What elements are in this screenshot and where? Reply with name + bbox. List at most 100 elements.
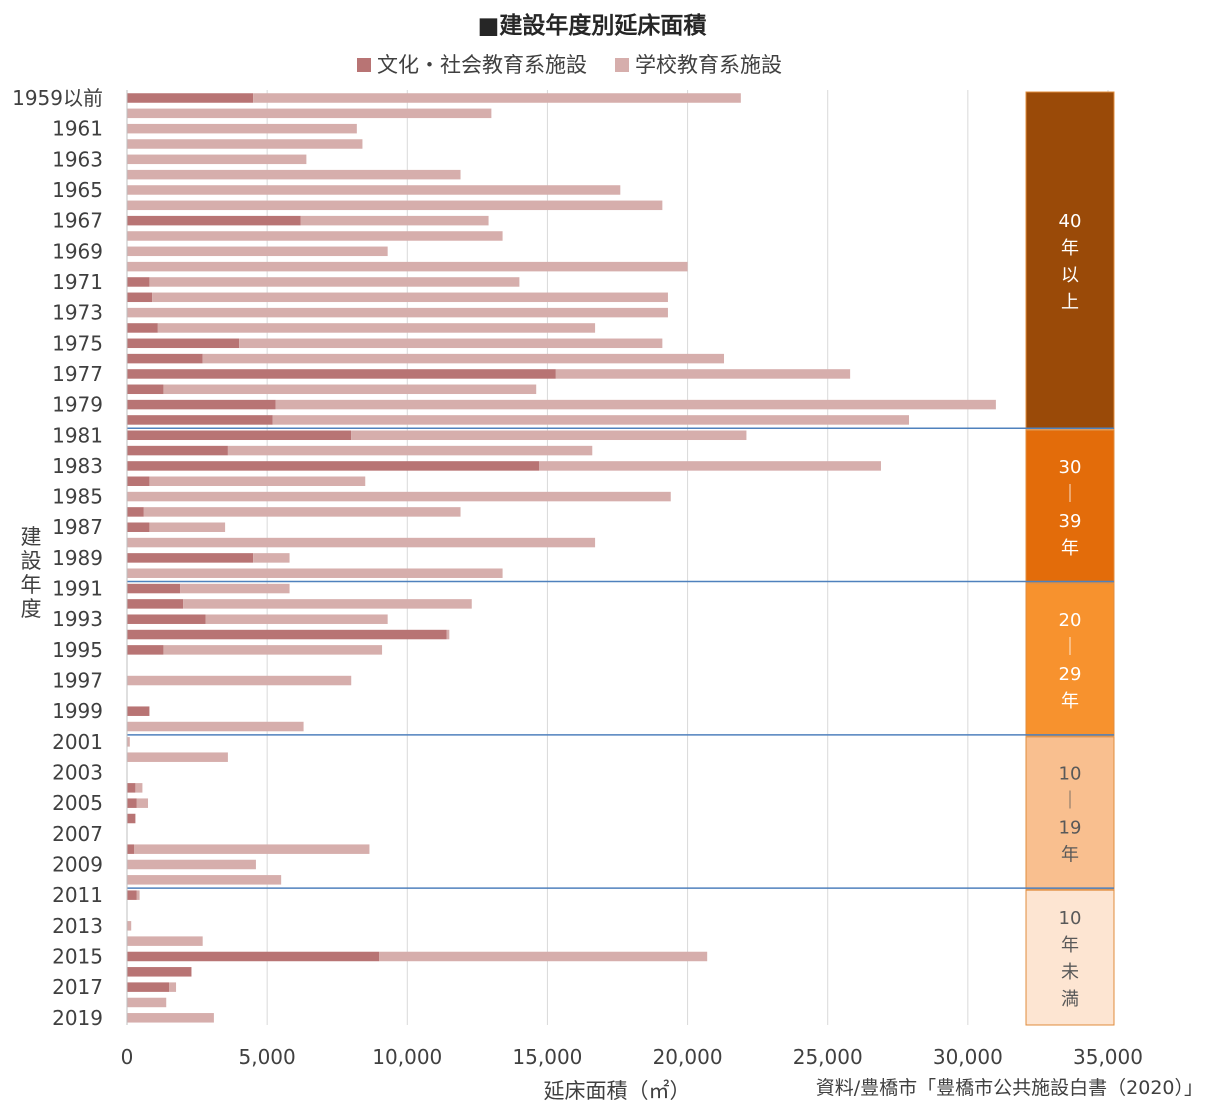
y-tick-label: 1981 <box>52 423 103 447</box>
bar-school <box>127 936 203 946</box>
bar-culture-social <box>127 553 254 563</box>
bar-culture-social <box>127 982 170 992</box>
y-axis-title-char: 年 <box>21 573 42 597</box>
bar-school <box>183 599 472 609</box>
age-band-label: ｜ <box>1061 791 1079 812</box>
bar-culture-social <box>127 522 150 532</box>
bar-culture-social <box>127 844 135 854</box>
bar-culture-social <box>127 215 301 226</box>
bar-school <box>127 123 357 134</box>
age-band-panel <box>1025 889 1115 1026</box>
legend-label-school: 学校教育系施設 <box>635 53 782 77</box>
bar-school <box>127 537 596 548</box>
bar-school <box>539 461 881 471</box>
y-tick-label: 2019 <box>52 1006 103 1030</box>
x-tick-label: 5,000 <box>239 1045 296 1069</box>
y-tick-label: 1985 <box>52 485 103 509</box>
bar-school <box>127 721 304 732</box>
age-band-label: 39 <box>1059 511 1082 532</box>
bar-school <box>127 185 621 195</box>
bar-culture-social <box>127 292 153 303</box>
age-band-label: ｜ <box>1061 637 1079 658</box>
y-tick-label: 1989 <box>52 546 103 570</box>
age-band-panel <box>1025 429 1115 584</box>
bar-school <box>127 875 282 885</box>
x-tick-label: 0 <box>121 1045 134 1069</box>
bar-culture-social <box>127 399 276 410</box>
legend-swatch-culture <box>357 58 371 72</box>
bar-school <box>163 645 383 655</box>
bar-school <box>205 614 388 624</box>
bar-school <box>136 798 149 808</box>
bar-school <box>135 783 143 793</box>
age-band-label: 未 <box>1061 962 1079 983</box>
x-tick-label: 25,000 <box>793 1045 863 1069</box>
age-band-panel <box>1025 736 1115 890</box>
bar-school <box>127 997 167 1008</box>
bar-culture-social <box>127 629 447 640</box>
bar-culture-social <box>127 384 164 395</box>
bar-school <box>152 292 668 303</box>
age-band-label: 年 <box>1061 845 1079 866</box>
age-band-label: 30 <box>1059 457 1082 478</box>
y-tick-label: 2005 <box>52 791 103 815</box>
y-tick-label: 1965 <box>52 178 103 202</box>
bar-school <box>149 476 366 486</box>
bar-culture-social <box>127 93 254 103</box>
y-tick-label: 2015 <box>52 944 103 968</box>
bar-school <box>136 890 140 900</box>
y-tick-label: 1983 <box>52 454 103 478</box>
y-tick-label: 1991 <box>52 577 103 601</box>
chart-title: ■建設年度別延床面積 <box>478 12 708 39</box>
bar-school <box>149 522 226 532</box>
legend-label-culture: 文化・社会教育系施設 <box>377 53 587 77</box>
x-axis-title: 延床面積（㎡） <box>544 1079 691 1103</box>
bar-culture-social <box>127 277 150 287</box>
bar-school <box>157 323 596 333</box>
bar-culture-social <box>127 890 137 900</box>
bar-school <box>127 139 363 149</box>
source-note: 資料/豊橋市「豊橋市公共施設白書（2020）」 <box>816 1077 1203 1099</box>
y-tick-label: 1961 <box>52 117 103 141</box>
y-tick-label: 2003 <box>52 761 103 785</box>
age-band-panel <box>1025 583 1115 737</box>
age-band-label: 満 <box>1061 989 1079 1010</box>
y-tick-label: 1971 <box>52 270 103 294</box>
y-tick-label: 2013 <box>52 914 103 938</box>
y-axis-title-char: 建 <box>21 525 42 549</box>
bar-culture-social <box>127 614 206 624</box>
bar-culture-social <box>127 338 240 349</box>
bar-school <box>300 215 489 226</box>
bar-culture-social <box>127 507 144 517</box>
x-tick-label: 30,000 <box>933 1045 1003 1069</box>
bar-culture-social <box>127 353 203 364</box>
bar-school <box>127 231 503 241</box>
y-tick-label: 1979 <box>52 393 103 417</box>
bar-culture-social <box>127 706 150 716</box>
bar-school <box>202 353 725 364</box>
y-tick-label: 1987 <box>52 515 103 539</box>
bar-culture-social <box>127 813 136 824</box>
bar-culture-social <box>127 323 158 333</box>
y-tick-label: 1975 <box>52 331 103 355</box>
age-band-label: 以 <box>1061 265 1079 286</box>
y-tick-label: 1959以前 <box>12 86 103 110</box>
x-tick-label: 10,000 <box>372 1045 442 1069</box>
y-tick-label: 1977 <box>52 362 103 386</box>
bar-school <box>127 568 503 578</box>
bar-school <box>149 277 520 287</box>
age-band-label: 10 <box>1059 908 1082 929</box>
bar-culture-social <box>127 415 273 425</box>
bar-school <box>163 384 537 395</box>
y-tick-label: 1993 <box>52 607 103 631</box>
age-band-label: 29 <box>1059 664 1082 685</box>
y-tick-label: 1999 <box>52 699 103 723</box>
x-tick-label: 15,000 <box>512 1045 582 1069</box>
bar-school <box>143 507 461 517</box>
bar-school <box>127 169 461 180</box>
y-axis-title-char: 設 <box>21 549 42 573</box>
age-band-label: 40 <box>1059 211 1082 232</box>
y-tick-label: 1967 <box>52 209 103 233</box>
y-axis-title-char: 度 <box>21 597 42 621</box>
bar-school <box>239 338 663 349</box>
